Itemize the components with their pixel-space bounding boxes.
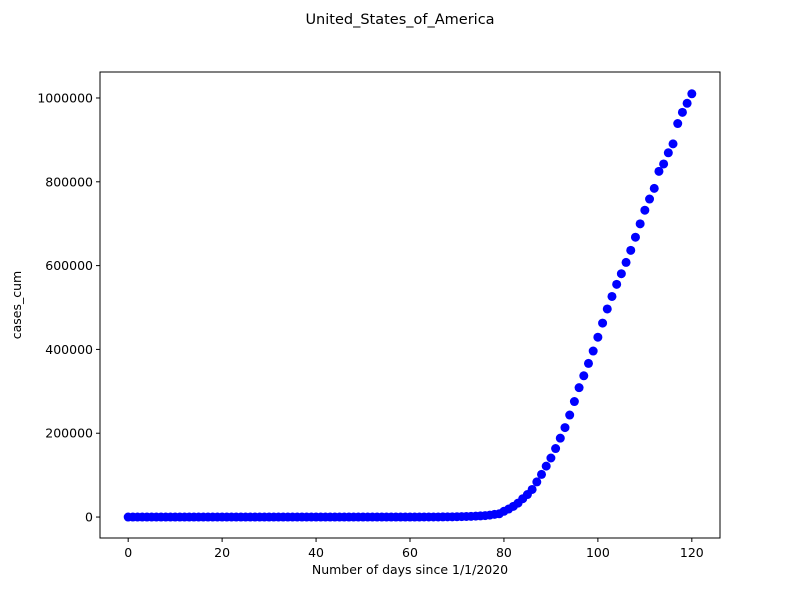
data-point [574, 383, 584, 393]
data-point [635, 219, 645, 229]
plot-frame [99, 71, 721, 539]
data-point [602, 304, 612, 314]
data-points [123, 89, 697, 522]
data-point [593, 332, 603, 342]
data-point [673, 119, 683, 129]
data-point [527, 484, 537, 494]
data-point [616, 269, 626, 279]
data-point [677, 107, 687, 117]
data-point [583, 358, 593, 368]
data-point [588, 346, 598, 356]
data-point [551, 444, 561, 454]
data-point [621, 257, 631, 267]
y-tick-label: 1000000 [37, 90, 93, 105]
x-tick-label: 80 [496, 545, 512, 560]
x-tick-label: 100 [586, 545, 610, 560]
data-point [532, 477, 542, 487]
y-axis-label: cases_cum [9, 271, 24, 339]
y-tick-label: 0 [85, 510, 93, 525]
data-point [546, 453, 556, 463]
x-tick-label: 20 [214, 545, 230, 560]
data-point [626, 245, 636, 255]
data-point [555, 433, 565, 443]
data-point [682, 98, 692, 108]
data-point [645, 194, 655, 204]
data-point [640, 205, 650, 215]
x-tick-label: 60 [402, 545, 418, 560]
data-point [569, 397, 579, 407]
data-point [560, 423, 570, 433]
data-point [579, 371, 589, 381]
y-tick-label: 800000 [45, 174, 93, 189]
data-point [537, 469, 547, 479]
data-point [663, 148, 673, 158]
y-tick-label: 200000 [45, 426, 93, 441]
data-point [612, 279, 622, 289]
x-axis-label: Number of days since 1/1/2020 [312, 562, 508, 577]
data-point [565, 410, 575, 420]
x-tick-label: 120 [680, 545, 704, 560]
data-point [659, 159, 669, 169]
data-point [607, 291, 617, 301]
x-tick-label: 0 [124, 545, 132, 560]
data-point [541, 461, 551, 471]
data-point [654, 166, 664, 176]
x-axis-ticks: 0 20 40 60 80 100 120 [124, 538, 704, 560]
data-point [687, 89, 697, 99]
data-point [649, 183, 659, 193]
data-point [668, 139, 678, 149]
chart-title: United_States_of_America [305, 12, 494, 28]
y-tick-label: 400000 [45, 342, 93, 357]
y-tick-label: 600000 [45, 258, 93, 273]
x-tick-label: 40 [308, 545, 324, 560]
data-point [598, 318, 608, 328]
y-axis-ticks: 0 200000 400000 600000 800000 1000000 [37, 90, 100, 525]
data-point [630, 232, 640, 242]
